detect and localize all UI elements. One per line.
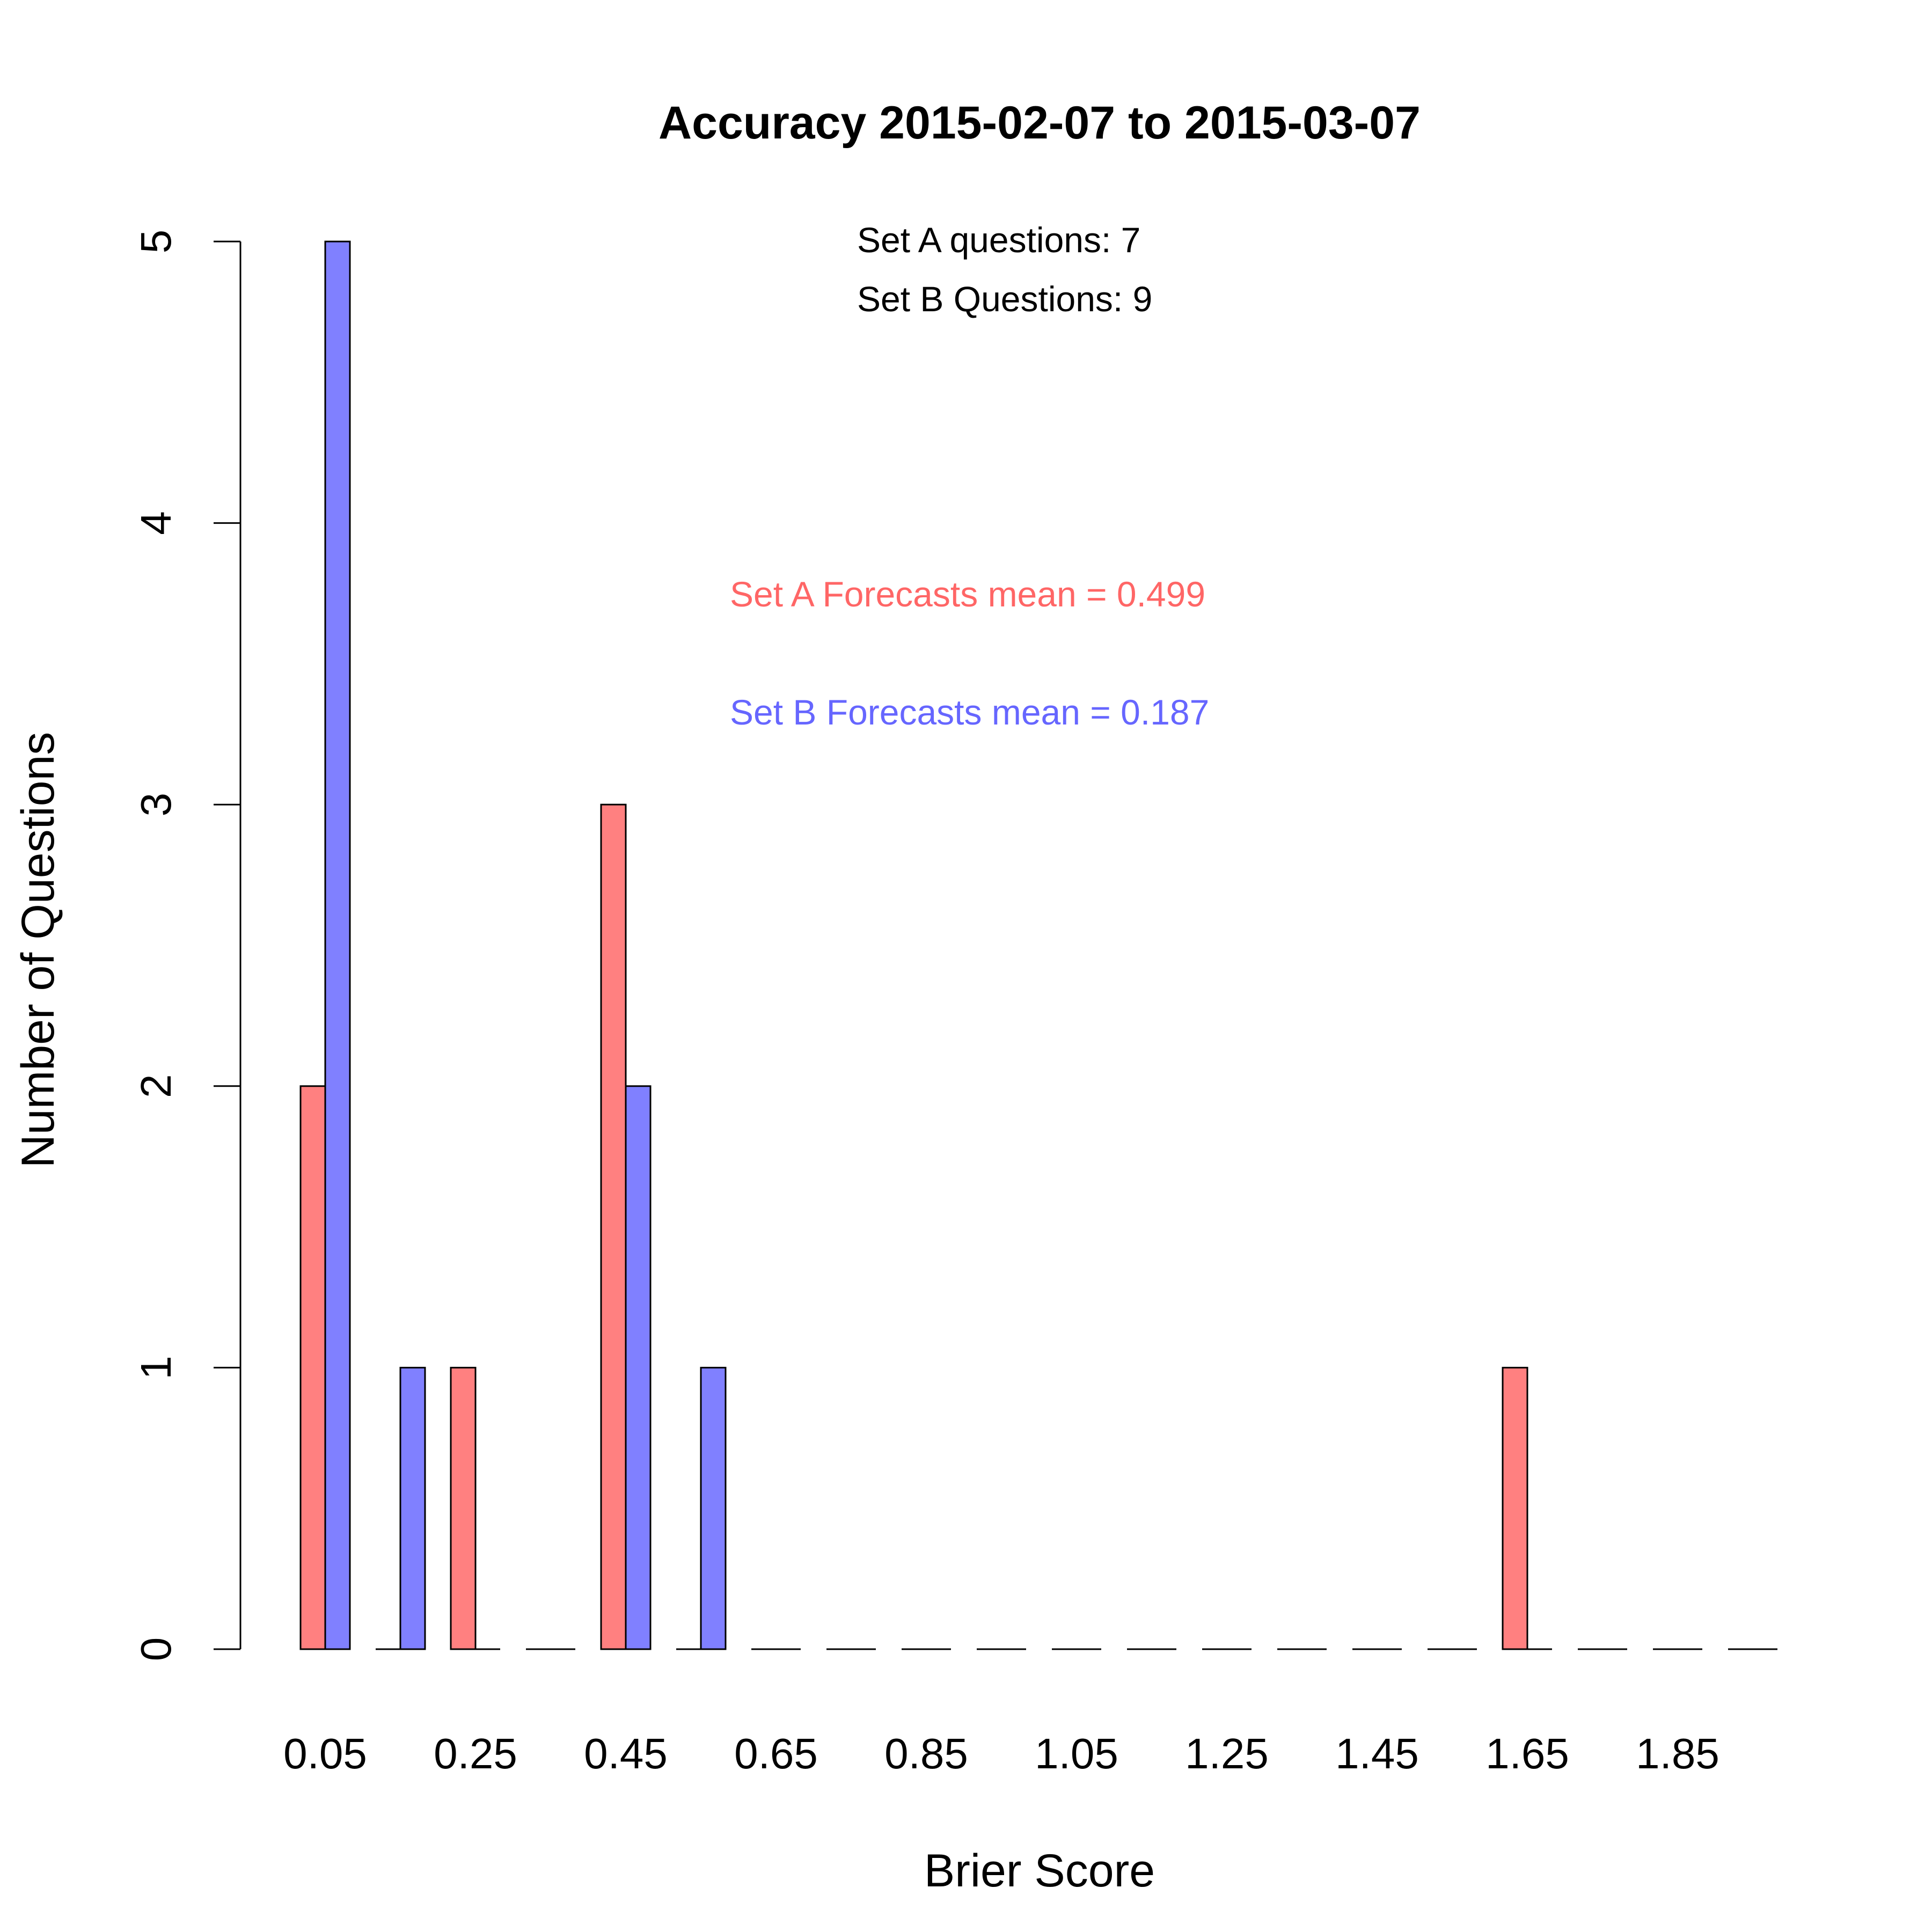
bar-b-0.45 [625,1085,652,1650]
y-tick-label-0: 0 [132,1637,180,1662]
x-tick-label-2: 0.45 [584,1730,668,1777]
x-axis-tick-labels: 0.05 0.25 0.45 0.65 0.85 1.05 1.25 1.45 1.65 1.85 [283,1730,1719,1777]
y-tick-label-2: 2 [132,1074,180,1099]
x-tick-label-8: 1.65 [1485,1730,1569,1777]
y-axis-label: Number of Questions [12,732,64,1168]
set-b-mean-annotation: Set B Forecasts mean = 0.187 [730,692,1209,732]
x-tick-label-7: 1.45 [1335,1730,1419,1777]
bars [299,240,1777,1650]
chart-title: Accuracy 2015-02-07 to 2015-03-07 [658,97,1421,149]
bar-a-0.05 [299,1085,326,1650]
x-tick-label-1: 0.25 [434,1730,517,1777]
y-axis-ticks: 0 1 2 3 4 5 [132,230,240,1662]
y-tick-label-5: 5 [132,230,180,254]
x-tick-label-9: 1.85 [1636,1730,1719,1777]
set-a-count-annotation: Set A questions: 7 [857,220,1140,260]
set-b-count-annotation: Set B Questions: 9 [857,279,1152,319]
bar-b-0.15 [399,1366,426,1650]
x-axis-label: Brier Score [924,1845,1155,1897]
y-tick-label-3: 3 [132,793,180,817]
set-a-mean-annotation: Set A Forecasts mean = 0.499 [730,574,1205,614]
x-tick-label-0: 0.05 [283,1730,367,1777]
bar-a-0.45 [600,803,627,1650]
bar-b-0.05 [324,240,351,1650]
bar-a-0.25 [450,1366,477,1650]
x-tick-label-3: 0.65 [734,1730,818,1777]
x-tick-label-6: 1.25 [1185,1730,1269,1777]
x-tick-label-5: 1.05 [1035,1730,1118,1777]
bar-b-0.55 [700,1366,727,1650]
y-tick-label-1: 1 [132,1356,180,1380]
bar-a-1.65 [1502,1366,1528,1650]
x-tick-label-4: 0.85 [884,1730,968,1777]
y-tick-label-4: 4 [132,511,180,535]
